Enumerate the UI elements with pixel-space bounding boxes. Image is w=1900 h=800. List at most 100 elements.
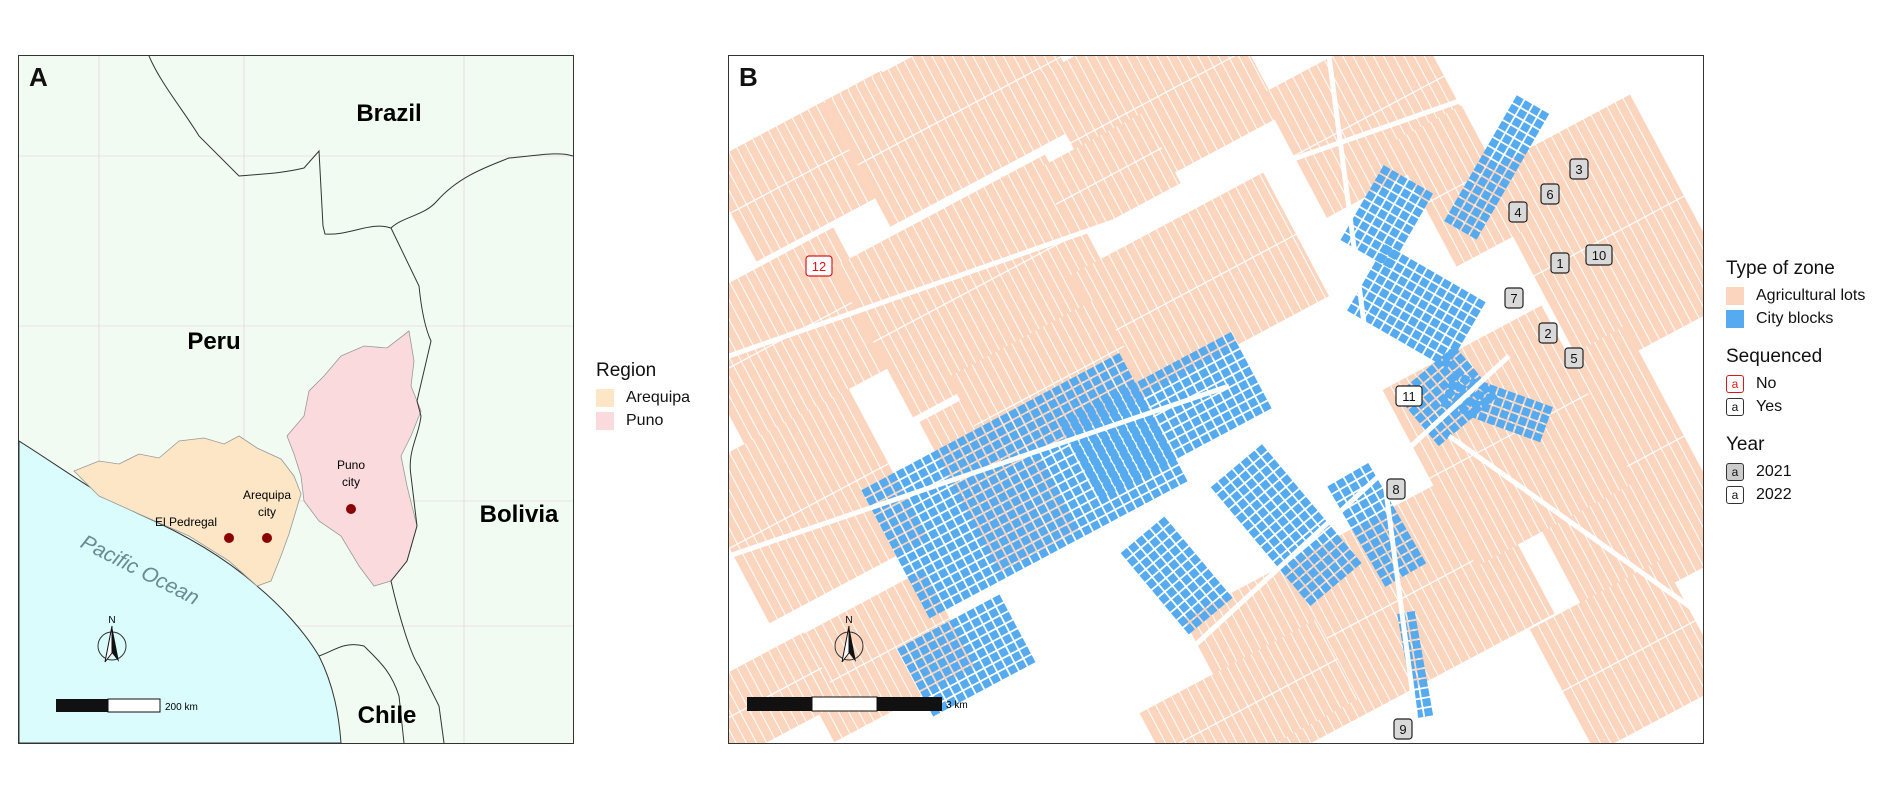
city-block xyxy=(932,515,944,527)
city-block xyxy=(1169,438,1181,450)
panel-letter-b: B xyxy=(739,62,758,92)
city-block xyxy=(973,426,985,438)
city-block xyxy=(1094,506,1106,518)
city-block xyxy=(1199,596,1212,608)
city-block xyxy=(940,510,952,522)
city-block xyxy=(1342,507,1353,519)
city-block xyxy=(1321,568,1333,580)
city-block xyxy=(1247,464,1259,476)
city-block xyxy=(1469,228,1481,240)
city-block xyxy=(1316,546,1328,559)
label-chile: Chile xyxy=(358,702,417,729)
sample-marker[interactable]: 12 xyxy=(805,255,833,277)
city-block xyxy=(930,449,942,461)
marker-label: 7 xyxy=(1510,291,1517,306)
marker-label: 11 xyxy=(1402,389,1416,404)
city-block xyxy=(1023,478,1035,489)
city-block xyxy=(977,558,988,569)
city-block xyxy=(1230,406,1242,418)
city-block xyxy=(883,507,895,519)
city-block xyxy=(1217,489,1229,501)
city-block xyxy=(922,476,934,487)
city-block xyxy=(939,445,951,456)
city-block xyxy=(1474,390,1486,401)
city-block xyxy=(1320,582,1332,594)
year-legend-title: Year xyxy=(1726,434,1765,455)
city-block xyxy=(1189,372,1201,384)
city-block xyxy=(1373,195,1385,207)
zone-legend-title: Type of zone xyxy=(1726,258,1835,279)
city-block xyxy=(1071,485,1083,497)
city-block xyxy=(1188,567,1200,580)
city-block xyxy=(1340,233,1352,244)
lot-divider xyxy=(1101,233,1297,339)
city-block xyxy=(1455,332,1467,344)
sample-marker[interactable]: 5 xyxy=(1564,347,1584,369)
city-block xyxy=(996,469,1008,481)
city-block xyxy=(1012,561,1024,573)
city-block xyxy=(1462,201,1474,213)
sample-marker[interactable]: 4 xyxy=(1508,201,1528,223)
city-block xyxy=(1000,434,1012,446)
city-block xyxy=(1239,470,1251,482)
city-block xyxy=(1117,466,1129,478)
city-block xyxy=(1422,290,1434,302)
city-block xyxy=(1111,391,1123,403)
city-block xyxy=(1485,181,1497,193)
marker-box xyxy=(1550,252,1570,274)
city-block xyxy=(870,481,881,493)
city-block xyxy=(1221,389,1232,400)
sample-marker[interactable]: 9 xyxy=(1393,718,1413,740)
city-block xyxy=(1053,472,1065,484)
city-block xyxy=(990,562,1002,573)
city-block xyxy=(1126,555,1139,567)
city-block xyxy=(1143,430,1154,442)
sample-marker[interactable]: 3 xyxy=(1569,158,1589,180)
city-block xyxy=(1198,610,1210,622)
city-block xyxy=(1529,105,1541,116)
city-block xyxy=(1293,565,1306,578)
city-block xyxy=(1017,425,1029,437)
city-block xyxy=(976,536,988,547)
city-block xyxy=(1395,196,1407,208)
city-block xyxy=(1346,516,1358,528)
city-block xyxy=(937,657,948,669)
city-block xyxy=(1020,556,1032,568)
city-block xyxy=(1453,197,1465,208)
city-block xyxy=(971,638,983,650)
sample-marker[interactable]: 2 xyxy=(1538,322,1558,344)
sample-marker[interactable]: 11 xyxy=(1395,385,1423,407)
city-block xyxy=(980,501,991,512)
city-block xyxy=(1479,211,1491,223)
city-block xyxy=(1067,476,1078,488)
city-block xyxy=(1240,456,1253,469)
city-block xyxy=(928,550,940,562)
marker-label: 2 xyxy=(1544,326,1551,341)
city-block xyxy=(1212,415,1224,427)
sample-marker[interactable]: 6 xyxy=(1540,183,1560,205)
city-block xyxy=(1405,539,1417,551)
city-block xyxy=(924,563,936,575)
city-block xyxy=(1189,350,1201,362)
sample-marker[interactable]: 7 xyxy=(1504,287,1524,309)
zone-type-legend: Type of zone Agricultural lots City bloc… xyxy=(1726,258,1865,330)
sample-marker[interactable]: 8 xyxy=(1386,478,1406,500)
city-block xyxy=(1503,169,1515,181)
city-block xyxy=(1154,368,1166,380)
city-block xyxy=(951,571,962,583)
sample-marker[interactable]: 1 xyxy=(1550,252,1570,274)
city-block xyxy=(1399,311,1411,323)
city-block xyxy=(1452,296,1464,308)
city-block xyxy=(1393,262,1405,274)
city-block xyxy=(1429,399,1442,411)
city-block xyxy=(1427,282,1439,294)
city-block xyxy=(1360,520,1372,532)
sample-marker[interactable]: 10 xyxy=(1585,244,1613,266)
city-block xyxy=(1428,339,1440,351)
city-block xyxy=(1039,424,1051,436)
city-block xyxy=(1060,380,1072,392)
city-block xyxy=(1085,511,1097,523)
city-block xyxy=(1376,252,1388,264)
city-block xyxy=(946,674,958,686)
city-block xyxy=(1317,533,1329,545)
